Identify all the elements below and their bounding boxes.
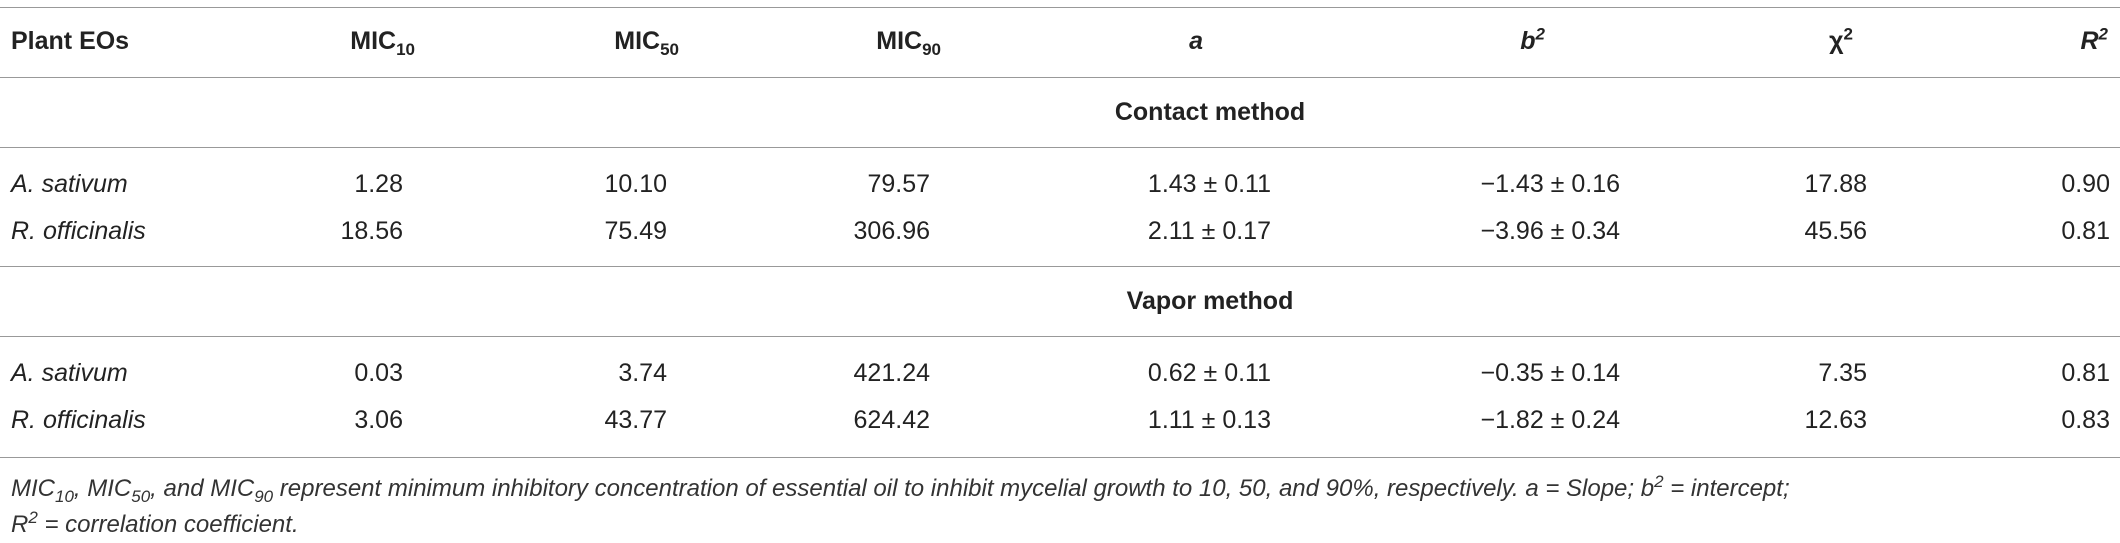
supscript: 2 [1843, 24, 1853, 44]
table-cell: 2.11 ± 0.17 [1147, 217, 1271, 245]
text-segment: χ [1829, 27, 1844, 55]
row-label: R. officinalis [11, 406, 146, 434]
table-cell: −3.96 ± 0.34 [1480, 217, 1620, 245]
supscript: 2 [28, 508, 38, 527]
subscript: 90 [922, 40, 941, 59]
text-segment: = intercept; [1663, 475, 1790, 502]
text-segment: b [1520, 27, 1536, 55]
table-cell: 79.57 [867, 170, 930, 198]
text-segment: , and MIC [150, 475, 255, 502]
footnote-line: MIC10, MIC50, and MIC90 represent minimu… [11, 472, 1790, 506]
column-header: R2 [2080, 26, 2108, 56]
table-cell: −1.43 ± 0.16 [1480, 170, 1620, 198]
table-cell: 0.90 [2061, 170, 2110, 198]
subscript: 50 [660, 40, 679, 59]
rule-line [0, 336, 2120, 337]
text-segment: a [1189, 27, 1203, 55]
table-cell: −0.35 ± 0.14 [1480, 359, 1620, 387]
section-title: Contact method [1114, 98, 1306, 126]
table-cell: 0.81 [2061, 217, 2110, 245]
column-header: MIC90 [876, 26, 941, 59]
table-cell: 17.88 [1804, 170, 1867, 198]
table-cell: 12.63 [1804, 406, 1867, 434]
table-cell: 0.03 [354, 359, 403, 387]
text-segment: MIC [11, 475, 55, 502]
text-segment: , MIC [73, 475, 132, 502]
table-cell: 306.96 [853, 217, 930, 245]
text-segment: = correlation coefficient. [37, 511, 299, 538]
table-cell: 624.42 [853, 406, 930, 434]
text-segment: R [2080, 27, 2099, 55]
row-label: R. officinalis [11, 217, 146, 245]
supscript: 2 [2098, 24, 2108, 44]
row-label: A. sativum [11, 170, 128, 198]
footnote-line: R2 = correlation coefficient. [11, 508, 299, 540]
column-header: b2 [1520, 26, 1545, 56]
column-header: Plant EOs [11, 26, 129, 56]
subscript: 90 [254, 486, 274, 506]
supscript: 2 [1535, 24, 1545, 44]
row-label: A. sativum [11, 359, 128, 387]
section-title: Vapor method [1126, 287, 1294, 315]
rule-line [0, 457, 2120, 458]
table-cell: 3.74 [618, 359, 667, 387]
text-segment: MIC [614, 27, 661, 55]
rule-line [0, 266, 2120, 267]
column-header: MIC50 [614, 26, 679, 59]
table-cell: 0.81 [2061, 359, 2110, 387]
table-cell: 1.11 ± 0.13 [1147, 406, 1271, 434]
column-header: MIC10 [350, 26, 415, 59]
table-cell: 0.62 ± 0.11 [1147, 359, 1271, 387]
table-cell: 7.35 [1818, 359, 1867, 387]
table-cell: −1.82 ± 0.24 [1480, 406, 1620, 434]
table-cell: 1.28 [354, 170, 403, 198]
table-cell: 10.10 [604, 170, 667, 198]
text-segment: MIC [876, 27, 923, 55]
table-cell: 421.24 [853, 359, 930, 387]
text-segment: R [11, 511, 29, 538]
rule-line [0, 77, 2120, 78]
column-header: χ2 [1829, 26, 1853, 56]
text-segment: Plant EOs [11, 27, 130, 55]
table-cell: 45.56 [1804, 217, 1867, 245]
table-cell: 75.49 [604, 217, 667, 245]
subscript: 10 [396, 40, 415, 59]
column-header: a [1189, 26, 1203, 56]
table-cell: 0.83 [2061, 406, 2110, 434]
table-cell: 43.77 [604, 406, 667, 434]
subscript: 50 [131, 486, 151, 506]
rule-line [0, 147, 2120, 148]
text-segment: MIC [350, 27, 397, 55]
supscript: 2 [1654, 472, 1664, 491]
text-segment: represent minimum inhibitory concentrati… [273, 475, 1655, 502]
subscript: 10 [55, 486, 74, 506]
rule-line [0, 7, 2120, 8]
table-cell: 3.06 [354, 406, 403, 434]
table-cell: 18.56 [340, 217, 403, 245]
table-cell: 1.43 ± 0.11 [1147, 170, 1271, 198]
